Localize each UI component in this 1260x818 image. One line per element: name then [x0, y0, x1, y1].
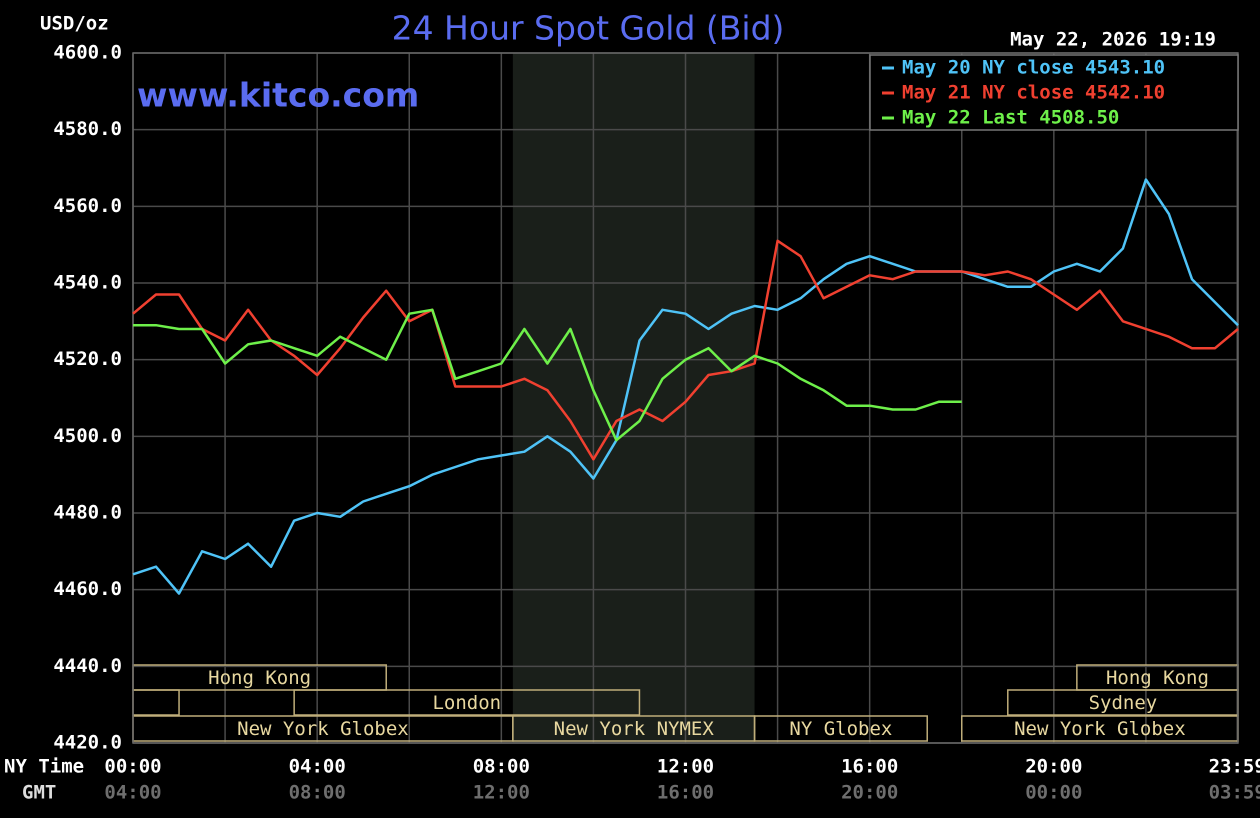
gmt-tick-label: 03:59 — [1209, 782, 1260, 804]
series-line — [133, 308, 962, 442]
gmt-tick-label: 20:00 — [841, 782, 898, 804]
y-tick-label: 4500.0 — [53, 425, 122, 447]
session-label: Hong Kong — [208, 667, 311, 689]
gmt-tick-label: 16:00 — [657, 782, 714, 804]
legend-label: May 20 NY close 4543.10 — [902, 57, 1165, 79]
x-tick-label: 20:00 — [1025, 756, 1082, 778]
shaded-region — [512, 53, 755, 743]
y-tick-label: 4580.0 — [53, 118, 122, 140]
watermark: www.kitco.com — [137, 76, 419, 115]
session-label: Sydney — [1089, 692, 1158, 714]
session-label: New York Globex — [237, 718, 409, 740]
x-axis-label: NY Time — [4, 756, 84, 778]
series-line — [132, 178, 1239, 595]
chart-title: 24 Hour Spot Gold (Bid) — [392, 9, 785, 48]
series-line — [132, 239, 1239, 461]
y-axis-label: USD/oz — [40, 13, 109, 35]
y-tick-label: 4600.0 — [53, 42, 122, 64]
session-label: New York Globex — [1014, 718, 1186, 740]
legend-label: May 21 NY close 4542.10 — [902, 82, 1165, 104]
x2-axis-label: GMT — [22, 782, 56, 804]
x-tick-label: 04:00 — [289, 756, 346, 778]
x-tick-label: 23:59 — [1209, 756, 1260, 778]
y-tick-label: 4520.0 — [53, 348, 122, 370]
y-tick-label: 4420.0 — [53, 732, 122, 754]
legend-box — [869, 54, 1239, 131]
timestamp: May 22, 2026 19:19 — [1010, 29, 1216, 51]
x-tick-label: 08:00 — [473, 756, 530, 778]
x-tick-label: 16:00 — [841, 756, 898, 778]
gmt-tick-label: 04:00 — [104, 782, 161, 804]
session-label: NY Globex — [789, 718, 892, 740]
plot-frame — [132, 52, 1239, 744]
y-tick-label: 4480.0 — [53, 502, 122, 524]
y-tick-label: 4540.0 — [53, 272, 122, 294]
x-tick-label: 00:00 — [104, 756, 161, 778]
session-bar — [293, 689, 641, 716]
session-label: New York NYMEX — [554, 718, 715, 740]
gmt-tick-label: 12:00 — [473, 782, 530, 804]
legend-label: May 22 Last 4508.50 — [902, 107, 1119, 129]
gmt-tick-label: 08:00 — [289, 782, 346, 804]
y-tick-label: 4440.0 — [53, 655, 122, 677]
gmt-tick-label: 00:00 — [1025, 782, 1082, 804]
session-bar — [753, 715, 928, 742]
x-tick-label: 12:00 — [657, 756, 714, 778]
session-label: Hong Kong — [1106, 667, 1209, 689]
y-tick-label: 4460.0 — [53, 578, 122, 600]
y-tick-label: 4560.0 — [53, 195, 122, 217]
session-label: London — [432, 692, 501, 714]
